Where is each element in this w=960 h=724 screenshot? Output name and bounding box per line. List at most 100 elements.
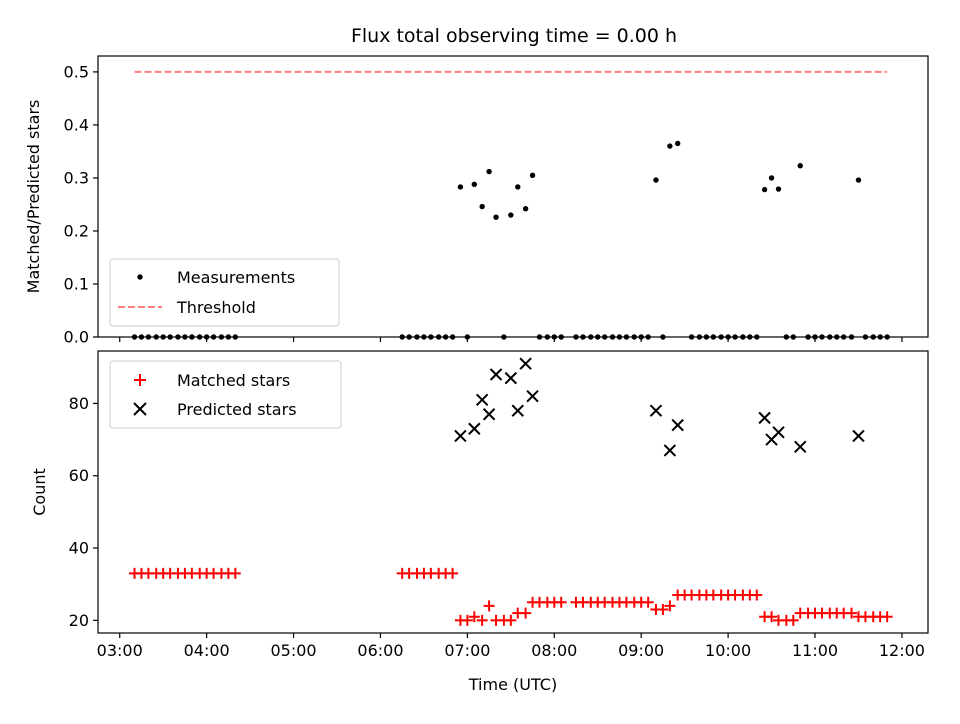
measurement-point — [768, 175, 775, 181]
measurement-point — [877, 334, 883, 340]
bottom-y-tick-label: 40 — [69, 539, 89, 558]
measurement-point — [667, 143, 673, 149]
measurement-point — [189, 334, 195, 340]
measurement-point — [645, 334, 651, 340]
measurement-point — [855, 177, 862, 183]
measurement-point — [862, 334, 869, 340]
measurement-point — [840, 334, 847, 340]
bottom-x-ticks: 03:00 04:00 05:00 06:00 07:00 08:00 09:00 10:00… — [97, 633, 925, 660]
measurement-point — [660, 334, 666, 340]
bottom-x-tick-label: 07:00 — [444, 641, 490, 660]
measurement-point — [515, 184, 521, 190]
measurement-point — [225, 334, 232, 340]
top-y-axis-label: Matched/Predicted stars — [24, 100, 43, 294]
measurement-point — [449, 334, 456, 340]
measurement-point — [406, 334, 412, 340]
top-y-tick-label: 0.1 — [64, 274, 89, 293]
measurement-point — [536, 334, 543, 340]
bottom-x-tick-label: 06:00 — [357, 641, 403, 660]
measurement-point — [421, 334, 427, 340]
measurement-point — [501, 334, 507, 340]
measurement-point — [595, 334, 601, 340]
measurement-point — [210, 334, 217, 340]
matched-star-point — [468, 611, 480, 623]
top-plot-frame — [97, 55, 929, 338]
measurement-point — [812, 334, 818, 340]
measurement-point — [609, 334, 616, 340]
matched-star-point — [642, 596, 654, 608]
predicted-star-point — [649, 404, 663, 417]
top-series-points — [131, 140, 890, 340]
bottom-y-ticks: 20 40 60 80 — [69, 394, 98, 630]
matched-star-point — [787, 614, 799, 626]
measurement-point — [442, 334, 449, 340]
measurement-point — [616, 334, 623, 340]
measurement-point — [623, 334, 630, 340]
predicted-star-point — [468, 422, 481, 435]
top-legend: Measurements Threshold — [109, 258, 340, 327]
measurement-point — [775, 186, 782, 192]
measurement-point — [761, 186, 768, 193]
measurement-point — [196, 334, 203, 340]
measurement-point — [580, 334, 586, 340]
predicted-star-point — [526, 389, 539, 403]
measurement-point — [631, 334, 637, 340]
bottom-x-axis-label: Time (UTC) — [468, 675, 557, 694]
measurement-point — [145, 334, 152, 340]
measurement-point — [399, 334, 405, 340]
measurement-point — [834, 334, 840, 340]
measurement-point — [819, 334, 825, 340]
bottom-series-points — [129, 357, 893, 626]
measurement-point — [493, 214, 499, 220]
matched-star-point — [664, 600, 676, 612]
measurement-point — [703, 334, 710, 340]
legend-label-predicted-stars: Predicted stars — [177, 400, 297, 419]
predicted-star-point — [852, 429, 865, 443]
predicted-star-point — [794, 440, 807, 454]
measurement-point — [848, 334, 855, 340]
measurement-point — [138, 334, 145, 340]
measurement-point — [131, 334, 138, 340]
legend-label-threshold: Threshold — [176, 298, 256, 317]
measurement-point — [601, 334, 608, 340]
top-legend-box — [109, 258, 340, 327]
predicted-star-point — [663, 444, 677, 457]
measurement-point — [754, 334, 760, 340]
legend-marker-matched-stars — [134, 374, 146, 386]
bottom-plot-frame — [97, 350, 929, 634]
measurement-point — [573, 334, 579, 340]
measurement-point — [696, 334, 703, 340]
measurement-point — [558, 334, 564, 340]
bottom-x-tick-label: 11:00 — [792, 641, 838, 660]
predicted-star-point — [475, 393, 489, 407]
measurement-point — [486, 168, 492, 175]
measurement-point — [653, 177, 659, 183]
matched-star-point — [505, 614, 517, 626]
matched-star-point — [483, 600, 495, 612]
top-y-tick-label: 0.3 — [64, 168, 89, 187]
measurement-point — [175, 334, 181, 340]
bottom-y-axis-label: Count — [30, 468, 49, 516]
bottom-x-tick-label: 05:00 — [270, 641, 316, 660]
measurement-point — [638, 334, 644, 340]
bottom-x-tick-label: 10:00 — [705, 641, 751, 660]
measurement-point — [182, 334, 188, 340]
measurement-point — [167, 334, 173, 340]
bottom-x-tick-label: 04:00 — [184, 641, 230, 660]
predicted-star-point — [511, 404, 524, 417]
matched-star-point — [520, 607, 532, 619]
bottom-legend-box — [109, 360, 342, 429]
matched-star-point — [476, 614, 488, 626]
measurement-point — [805, 334, 811, 340]
predicted-star-point — [482, 408, 496, 421]
measurement-point — [471, 181, 478, 188]
predicted-star-point — [504, 371, 518, 385]
measurement-point — [790, 334, 796, 340]
measurement-point — [522, 205, 529, 212]
matched-star-point — [881, 611, 893, 623]
bottom-x-tick-label: 09:00 — [618, 641, 664, 660]
predicted-star-point — [758, 411, 771, 425]
measurement-point — [732, 334, 738, 340]
